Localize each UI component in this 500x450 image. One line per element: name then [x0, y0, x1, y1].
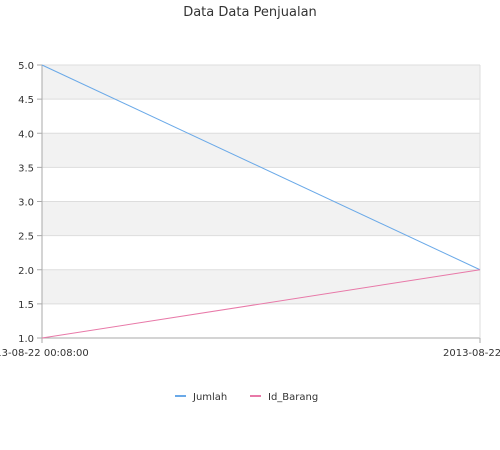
grid-band [42, 133, 480, 168]
x-tick-label: 2013-08-22 00 [443, 348, 500, 359]
grid-band [42, 269, 480, 304]
legend: Jumlah Id_Barang [175, 392, 318, 403]
y-tick-label: 4.5 [18, 95, 34, 106]
y-tick-label: 2.0 [18, 266, 34, 277]
grid-band [42, 65, 480, 100]
series-lines [41, 64, 481, 339]
grid-bands [42, 65, 480, 304]
x-tick-label: 13-08-22 00:08:00 [0, 348, 89, 359]
legend-label: Id_Barang [268, 392, 318, 403]
y-tick-label: 1.5 [18, 300, 34, 311]
y-tick-label: 3.0 [18, 198, 34, 209]
y-tick-label: 1.0 [18, 334, 34, 345]
y-axis-ticks: 1.0 1.5 2.0 2.5 3.0 3.5 4.0 4.5 5.0 [18, 61, 42, 345]
grid-band [42, 201, 480, 236]
y-tick-label: 4.0 [18, 129, 34, 140]
y-tick-label: 5.0 [18, 61, 34, 72]
x-axis-ticks: 13-08-22 00:08:00 2013-08-22 00 [0, 338, 500, 359]
legend-label: Jumlah [192, 392, 227, 403]
y-tick-label: 2.5 [18, 232, 34, 243]
series-line [41, 269, 481, 339]
series-line [41, 64, 481, 271]
y-tick-label: 3.5 [18, 163, 34, 174]
chart-title: Data Data Penjualan [183, 5, 317, 20]
